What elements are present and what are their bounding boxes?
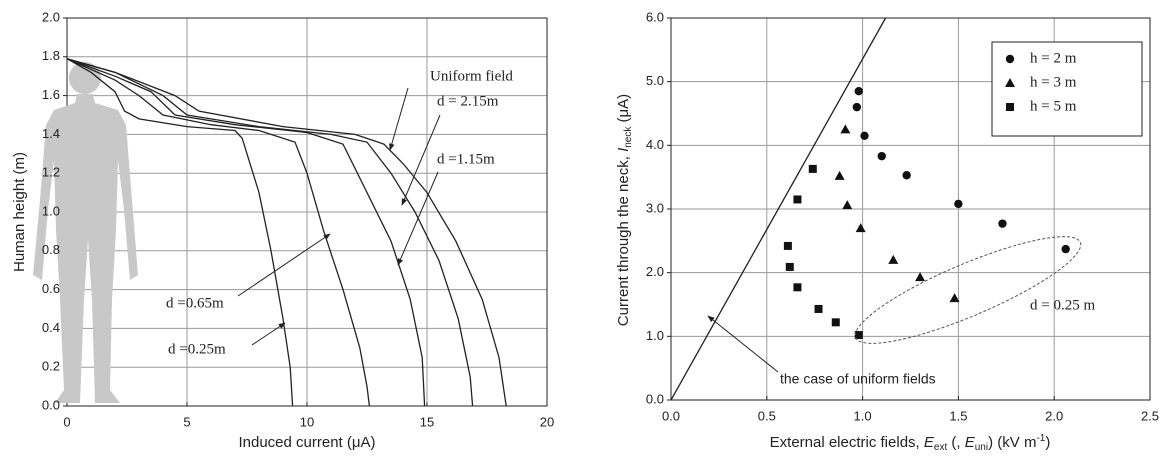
x-tick-label: 5 xyxy=(183,414,190,429)
y-tick-label: 2.0 xyxy=(42,9,60,24)
series-line xyxy=(66,58,294,407)
y-axis-label: Current through the neck, Ineck (μA) xyxy=(615,94,634,326)
y-tick-label: 0.0 xyxy=(42,397,60,412)
data-point xyxy=(840,124,851,134)
data-point xyxy=(860,131,869,140)
y-tick-label: 1.4 xyxy=(42,126,60,141)
human-silhouette xyxy=(33,62,138,403)
series-label: d =0.65m xyxy=(166,295,224,311)
grid-layer xyxy=(63,17,1151,407)
x-tick-label: 0 xyxy=(63,414,70,429)
data-point xyxy=(831,318,840,327)
y-tick-label: 4.0 xyxy=(646,137,664,152)
series-line xyxy=(66,58,474,407)
y-tick-label: 1.0 xyxy=(42,203,60,218)
data-point xyxy=(915,272,926,282)
plot-frame xyxy=(670,17,1151,401)
data-point xyxy=(783,241,792,250)
y-tick-label: 0.2 xyxy=(42,359,60,374)
y-tick-label: 0.0 xyxy=(646,391,664,406)
data-point xyxy=(814,304,823,313)
y-tick-label: 1.2 xyxy=(42,165,60,180)
data-point xyxy=(854,331,863,340)
legend-box xyxy=(991,41,1143,137)
series-line xyxy=(66,58,507,407)
annotation-arrow xyxy=(251,322,286,346)
series-label: d =0.25m xyxy=(168,341,226,357)
y-tick-label: 6.0 xyxy=(646,9,664,24)
x-tick-label: 10 xyxy=(300,414,314,429)
data-point xyxy=(877,151,886,161)
y-tick-label: 1.6 xyxy=(42,87,60,102)
series-label: d = 2.15m xyxy=(437,93,499,109)
x-tick-label: 0.0 xyxy=(662,408,680,423)
annotation-arrow xyxy=(707,315,779,373)
legend-label: h = 2 m xyxy=(1030,50,1077,66)
x-tick-label: 2.5 xyxy=(1141,408,1159,423)
x-tick-label: 0.5 xyxy=(758,408,776,423)
annotation-text: d = 0.25 m xyxy=(1030,297,1095,313)
y-tick-label: 2.0 xyxy=(646,264,664,279)
series-line xyxy=(66,58,371,407)
data-point xyxy=(902,171,911,180)
data-point xyxy=(793,195,802,204)
annotation-arrow xyxy=(401,114,441,206)
legend-marker xyxy=(1005,78,1015,87)
data-point xyxy=(852,102,862,112)
legend-label: h = 5 m xyxy=(1030,98,1077,114)
annotation-arrow xyxy=(389,87,409,151)
x-tick-label: 15 xyxy=(420,414,434,429)
data-point xyxy=(808,164,817,173)
data-point xyxy=(949,293,960,303)
reference-line-label: the case of uniform fields xyxy=(780,371,936,387)
data-point xyxy=(842,200,853,210)
x-tick-label: 1.0 xyxy=(854,408,872,423)
annotation-arrow xyxy=(397,171,439,266)
data-point xyxy=(998,219,1007,228)
x-axis-label: Induced current (μA) xyxy=(238,434,375,451)
y-tick-label: 5.0 xyxy=(646,73,664,88)
legend-label: h = 3 m xyxy=(1030,74,1077,90)
y-tick-label: 0.4 xyxy=(42,320,60,335)
series-label: Uniform field xyxy=(430,68,513,84)
y-tick-label: 3.0 xyxy=(646,200,664,215)
x-tick-label: 2.0 xyxy=(1045,408,1063,423)
y-tick-label: 1.8 xyxy=(42,48,60,63)
x-tick-label: 20 xyxy=(540,414,554,429)
data-point xyxy=(793,283,802,292)
data-point xyxy=(855,223,866,233)
legend-marker xyxy=(1005,54,1015,64)
y-tick-label: 0.6 xyxy=(42,281,60,296)
reference-line xyxy=(670,17,887,401)
data-point xyxy=(854,87,863,96)
x-tick-label: 1.5 xyxy=(949,408,967,423)
annotation-arrow xyxy=(237,233,331,297)
data-point xyxy=(1061,244,1070,254)
series-line xyxy=(66,58,426,407)
annotation-ellipse xyxy=(854,236,1082,344)
data-layer xyxy=(66,17,1070,407)
data-point xyxy=(834,170,845,180)
data-point xyxy=(954,199,963,209)
y-tick-label: 0.8 xyxy=(42,242,60,257)
data-point xyxy=(888,254,899,264)
y-axis-label: Human height (m) xyxy=(11,152,28,272)
series-label: d =1.15m xyxy=(437,151,495,167)
legend-marker xyxy=(1006,103,1014,111)
x-axis-label: External electric fields, Eext (, Euni) … xyxy=(770,433,1051,453)
y-tick-label: 1.0 xyxy=(646,328,664,343)
data-point xyxy=(785,262,794,271)
